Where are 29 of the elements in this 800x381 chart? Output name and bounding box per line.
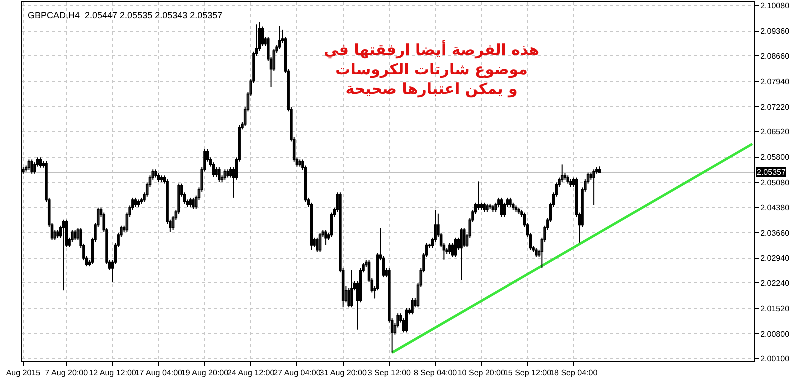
x-tick-label: 24 Aug 12:00: [228, 368, 276, 378]
y-tick-label: 2.00800: [760, 330, 790, 339]
x-tick-label: 18 Sep 04:00: [550, 368, 598, 378]
x-tick-label: 8 Sep 04:00: [414, 368, 458, 378]
x-tick-label: 12 Aug 12:00: [89, 368, 137, 378]
x-tick-label: 19 Aug 20:00: [181, 368, 230, 378]
y-tick-label: 2.02940: [760, 254, 790, 264]
y-tick-label: 2.02240: [760, 278, 790, 288]
y-tick-label: 2.07220: [760, 102, 790, 112]
y-tick-label: 2.08660: [760, 52, 790, 61]
y-tick-label: 2.00100: [760, 354, 790, 364]
y-tick-label: 2.09360: [760, 27, 790, 36]
text: GBPCAD,H4 2.05447 2.05535 2.05343 2.05357: [28, 10, 223, 20]
x-tick-label: 3 Sep 12:00: [368, 368, 412, 378]
x-tick-label: 31 Aug 20:00: [320, 368, 368, 378]
y-tick-label: 2.10080: [760, 2, 790, 11]
y-tick-label: 2.01520: [760, 304, 790, 314]
y-tick-label: 2.05800: [760, 153, 790, 162]
x-tick-label: Aug 2015: [6, 368, 42, 378]
ref-line-label: 2.05357: [757, 168, 786, 177]
y-tick-label: 2.05080: [760, 178, 790, 188]
x-tick-label: 17 Aug 04:00: [135, 368, 184, 378]
y-tick-label: 2.03660: [760, 228, 790, 238]
x-tick-label: 27 Aug 04:00: [274, 368, 322, 378]
y-tick-label: 2.04380: [760, 203, 790, 212]
x-tick-label: 7 Aug 20:00: [45, 368, 89, 378]
y-tick-label: 2.06520: [760, 128, 790, 137]
annotation: هذه الفرصة أيضا ارفقتها في موضوع شارتات الكروسات و يمكن اعتبارها صحيحة: [324, 40, 540, 98]
y-tick-label: 2.07940: [760, 77, 790, 86]
